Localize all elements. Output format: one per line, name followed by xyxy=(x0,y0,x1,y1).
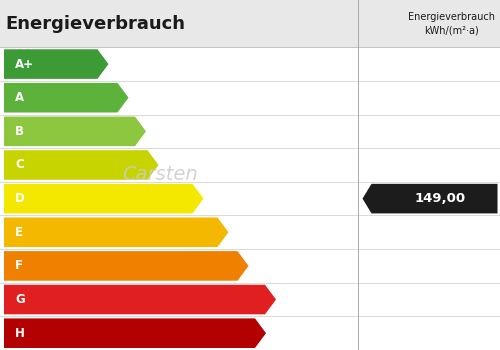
Polygon shape xyxy=(4,117,146,146)
Polygon shape xyxy=(4,251,248,281)
Bar xyxy=(358,47,500,350)
Polygon shape xyxy=(4,83,128,112)
Text: H: H xyxy=(15,327,25,340)
Text: B: B xyxy=(15,125,24,138)
Text: Energieverbrauch
kWh/(m²·a): Energieverbrauch kWh/(m²·a) xyxy=(408,12,495,35)
Text: A: A xyxy=(15,91,24,104)
Text: G: G xyxy=(15,293,25,306)
Polygon shape xyxy=(4,217,228,247)
Polygon shape xyxy=(4,285,276,314)
Polygon shape xyxy=(4,318,266,348)
Polygon shape xyxy=(362,184,498,214)
Polygon shape xyxy=(4,184,203,214)
Polygon shape xyxy=(4,150,158,180)
Text: D: D xyxy=(15,192,25,205)
Bar xyxy=(0,47,358,350)
Text: E: E xyxy=(15,226,23,239)
Polygon shape xyxy=(4,49,108,79)
Text: F: F xyxy=(15,259,23,272)
Text: Energieverbrauch: Energieverbrauch xyxy=(5,15,185,33)
Text: C: C xyxy=(15,159,24,172)
Text: Carsten: Carsten xyxy=(122,165,198,184)
Text: A+: A+ xyxy=(15,57,34,71)
Bar xyxy=(0,0,500,47)
Text: 149,00: 149,00 xyxy=(414,192,466,205)
